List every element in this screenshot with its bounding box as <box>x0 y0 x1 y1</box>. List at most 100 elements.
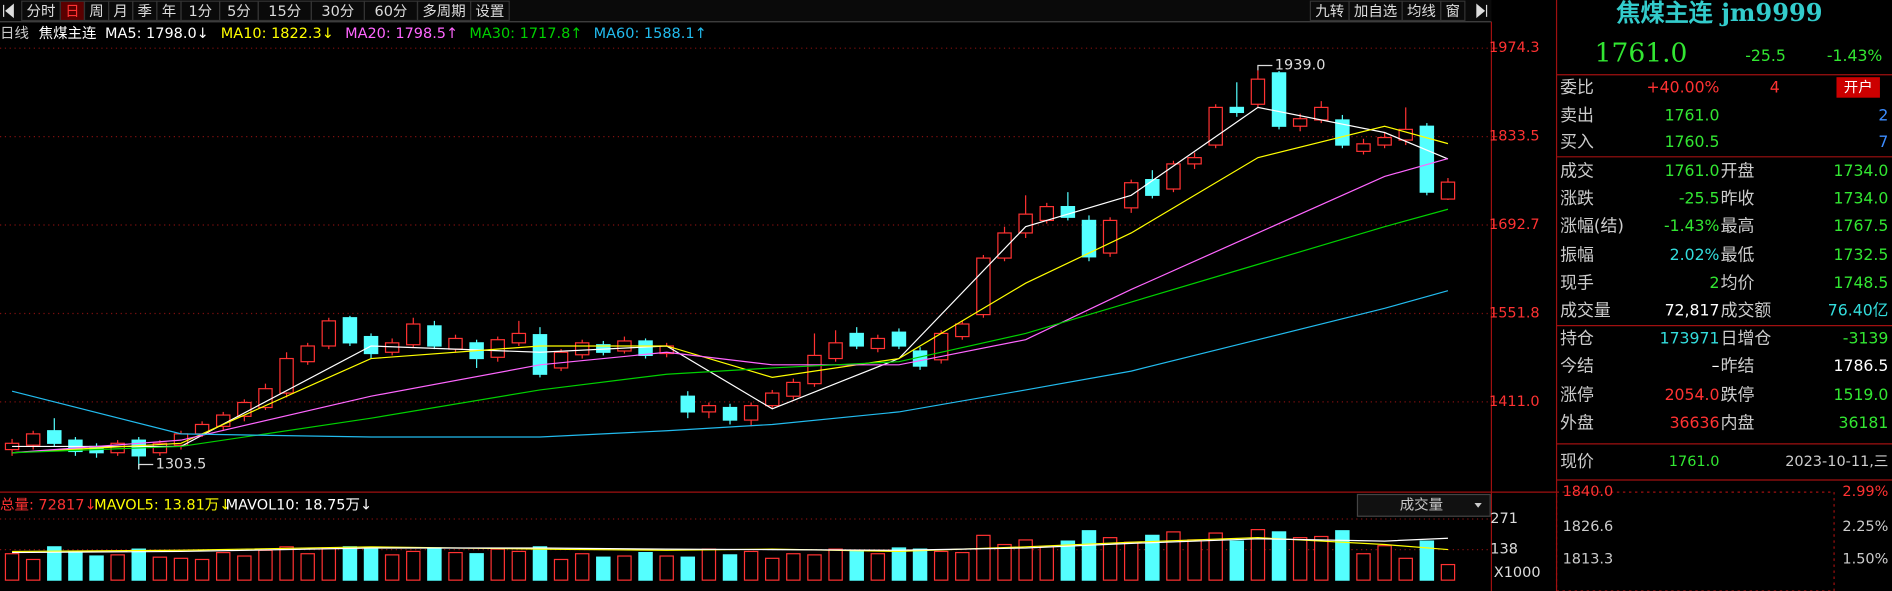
toolbar-label: 窗 <box>1446 2 1460 20</box>
volume-bar <box>955 551 970 581</box>
volume-bar <box>786 553 801 581</box>
unit-label: X1000 <box>1494 565 1541 581</box>
volume-bar <box>891 547 907 581</box>
candle-body <box>1335 119 1350 146</box>
volume-bar <box>849 549 864 581</box>
mini-axis-label: 2.25% <box>1842 519 1888 535</box>
candle-body <box>891 331 907 347</box>
candle-body <box>427 325 442 347</box>
candle-body <box>1039 205 1054 222</box>
volume-bar <box>1039 546 1054 581</box>
field-label: 委比 <box>1560 77 1594 97</box>
moving-average-line <box>12 208 1449 454</box>
candle-body <box>849 332 864 347</box>
candle-body <box>363 335 379 355</box>
candle-body <box>25 433 41 446</box>
toolbar-button[interactable] <box>469 0 510 22</box>
instrument-name: 焦煤主连 <box>39 25 97 42</box>
candle-body <box>342 317 358 344</box>
open-account-button[interactable] <box>1836 77 1880 98</box>
volume-bar <box>1081 530 1097 581</box>
field-value: 1761.0 <box>1665 161 1720 180</box>
mini-axis-label: 1840.0 <box>1563 484 1614 500</box>
candle-body <box>786 381 801 397</box>
volume-bar <box>384 554 400 581</box>
legend-entry: MA5: 1798.0↓ <box>105 26 209 42</box>
candle-body <box>1440 181 1456 200</box>
field-value: 1734.0 <box>1834 161 1889 180</box>
candle-body <box>1208 106 1223 146</box>
volume-bar <box>638 551 653 581</box>
toolbar-label: 季 <box>138 3 152 20</box>
volume-bar <box>617 555 632 581</box>
field-label: 跌停 <box>1721 385 1755 405</box>
indicator-dropdown[interactable] <box>1356 493 1491 517</box>
instrument-title: 焦煤主连 jm9999 <box>1616 0 1822 27</box>
candle-body <box>1419 125 1435 193</box>
volume-bar <box>1208 532 1223 581</box>
y-tick-label: 1411.0 <box>1489 394 1540 410</box>
field-label: 涨幅(结) <box>1560 216 1624 236</box>
volume-bar <box>1314 535 1329 581</box>
candle-body <box>765 392 780 407</box>
toolbar-button[interactable] <box>1440 0 1466 22</box>
volume-bar <box>427 547 442 581</box>
field-label: 成交量 <box>1560 300 1611 320</box>
candle-body <box>406 323 421 346</box>
moving-average-line <box>12 106 1449 448</box>
volume-bar <box>933 550 949 581</box>
candle-body <box>1166 163 1181 190</box>
field-value: 36181 <box>1839 413 1889 432</box>
legend-entry: MAVOL5: 13.81万↓ <box>94 497 231 513</box>
field-label: 成交 <box>1560 160 1594 180</box>
toolbar-label: 年 <box>162 3 176 20</box>
candle-body <box>237 401 252 417</box>
mini-axis-label: 2.99% <box>1842 484 1888 500</box>
volume-bar <box>553 558 569 581</box>
field-value: 1761.0 <box>1669 454 1720 470</box>
candle-body <box>1377 136 1392 146</box>
volume-bar <box>469 553 484 581</box>
candle-body <box>1081 219 1097 258</box>
field-value: 36636 <box>1670 413 1720 432</box>
candle-body <box>1145 179 1160 196</box>
indicator-name: 成交量 <box>1400 495 1443 513</box>
volume-bar <box>1060 540 1076 581</box>
volume-bar <box>1440 563 1456 581</box>
candle-body <box>743 405 759 421</box>
moving-average-line <box>11 290 1449 438</box>
volume-bar <box>47 546 62 581</box>
volume-bar <box>25 558 41 581</box>
candle-body <box>1398 128 1413 141</box>
toolbar-label: 分时 <box>27 3 56 20</box>
field-value: 2 <box>1709 273 1719 292</box>
field-value: 1734.0 <box>1834 189 1889 208</box>
toolbar-label: 设置 <box>475 3 504 20</box>
field-value: 1748.5 <box>1834 273 1889 292</box>
field-value: 4 <box>1770 78 1780 97</box>
field-label: 现价 <box>1560 451 1594 471</box>
volume-bar <box>279 546 294 581</box>
candle-body <box>1292 118 1308 127</box>
volume-bar <box>659 555 674 581</box>
field-value: 1767.5 <box>1834 216 1889 235</box>
candle-body <box>574 342 590 356</box>
y-tick-label: 1692.7 <box>1489 217 1540 233</box>
volume-bar <box>1229 540 1245 581</box>
candle-body <box>553 351 569 369</box>
volume-total: 总量: 72817↓ <box>0 496 97 513</box>
candle-body <box>701 405 717 413</box>
volume-bar <box>828 548 843 581</box>
back-icon[interactable] <box>3 3 14 19</box>
volume-bar <box>511 550 527 581</box>
field-label: 持仓 <box>1560 328 1594 348</box>
toolbar-label: 1分 <box>188 3 212 20</box>
mini-axis-label: 1.50% <box>1842 552 1888 568</box>
volume-bar <box>406 550 421 581</box>
volume-bar <box>722 554 738 581</box>
moving-average-line <box>12 125 1449 454</box>
forward-icon[interactable] <box>1476 3 1488 19</box>
toolbar-label: 30分 <box>321 3 354 20</box>
volume-bar <box>321 547 337 581</box>
